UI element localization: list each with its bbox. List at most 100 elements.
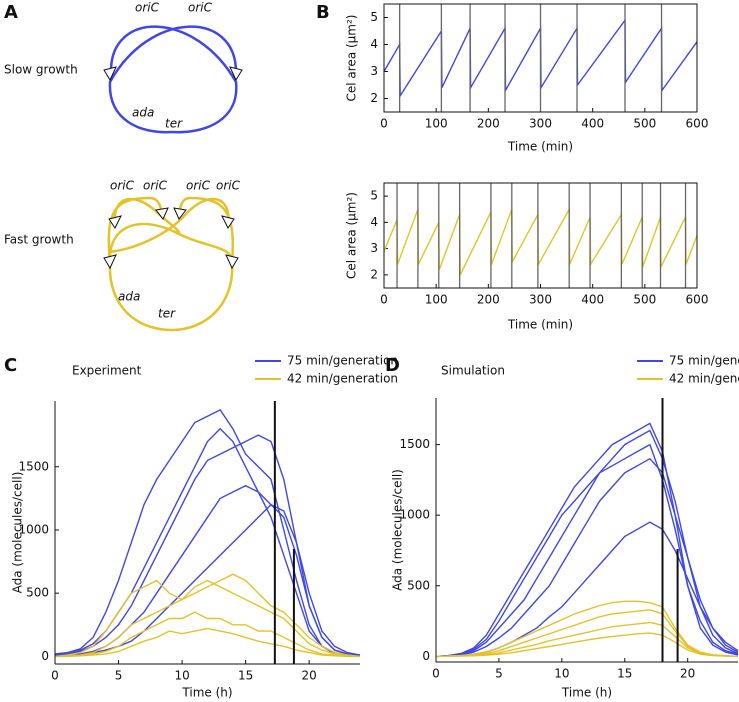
data-line [435, 600, 739, 658]
x-tick-label: 500 [633, 293, 656, 307]
data-line [55, 627, 360, 658]
x-tick-label: 0 [380, 117, 388, 131]
y-tick-label: 1000 [18, 522, 49, 536]
x-axis-label: Time (h) [181, 686, 232, 700]
diagram-label: oriC [143, 179, 168, 193]
y-tick-label: 2 [370, 267, 378, 281]
x-tick-label: 400 [581, 293, 604, 307]
diagram-label: Slow growth [4, 63, 78, 77]
x-tick-label: 0 [380, 293, 388, 307]
data-line [54, 409, 361, 657]
data-line [54, 579, 361, 658]
diagram-label: oriC [135, 1, 160, 15]
y-axis-label: Ada (molecules/cell) [391, 469, 405, 591]
fork [221, 215, 235, 229]
diagram-label: ada [132, 106, 154, 120]
x-tick-label: 20 [680, 667, 695, 681]
x-tick-label: 15 [617, 667, 632, 681]
x-tick-label: 400 [581, 117, 604, 131]
panel-letter: D [385, 355, 400, 376]
data-line [435, 457, 739, 658]
y-tick-label: 500 [26, 586, 49, 600]
arm [109, 25, 238, 134]
y-axis-label: Ada (molecules/cell) [11, 472, 25, 594]
x-tick-label: 200 [477, 293, 500, 307]
data-line [54, 573, 361, 658]
y-tick-label: 0 [41, 649, 49, 663]
legend-label: 75 min/generation [669, 354, 739, 368]
x-tick-label: 600 [686, 293, 709, 307]
diagram-label: ada [118, 290, 140, 304]
data-line [54, 484, 361, 658]
legend-label: 75 min/generation [287, 354, 398, 368]
arm [108, 25, 238, 134]
y-tick-label: 0 [422, 649, 430, 663]
x-axis-label: Time (min) [507, 140, 573, 154]
diagram-label: ter [158, 307, 176, 321]
diagram-label: ter [165, 117, 183, 131]
diagram-label: oriC [188, 1, 213, 15]
legend-label: 42 min/generation [287, 372, 398, 386]
x-tick-label: 15 [238, 669, 253, 683]
x-axis-label: Time (h) [561, 686, 612, 700]
data-line [435, 632, 739, 658]
diagram-label: Fast growth [4, 233, 74, 247]
fork [155, 207, 169, 220]
x-tick-label: 200 [477, 117, 500, 131]
y-tick-label: 5 [370, 189, 378, 203]
plot-frame [383, 182, 698, 289]
fork [103, 66, 117, 82]
y-tick-label: 1000 [399, 508, 430, 522]
y-tick-label: 2 [370, 91, 378, 105]
y-tick-label: 500 [407, 578, 430, 592]
plot-frame [383, 3, 698, 113]
data-line [435, 609, 739, 658]
chart-title: Experiment [72, 364, 142, 378]
x-tick-label: 5 [495, 667, 503, 681]
fork [103, 254, 117, 270]
legend-label: 42 min/generation [669, 372, 739, 386]
x-tick-label: 100 [425, 293, 448, 307]
fork [229, 66, 243, 82]
fork [173, 207, 187, 220]
panel-letter: C [4, 355, 17, 376]
y-tick-label: 1500 [399, 437, 430, 451]
fork [225, 254, 239, 270]
y-tick-label: 3 [370, 241, 378, 255]
data-line [54, 503, 361, 657]
y-tick-label: 3 [370, 64, 378, 78]
x-tick-label: 100 [425, 117, 448, 131]
x-tick-label: 10 [174, 669, 189, 683]
y-tick-label: 4 [370, 215, 378, 229]
y-axis-label: Cel area (μm²) [345, 15, 359, 102]
x-tick-label: 20 [302, 669, 317, 683]
data-line [435, 429, 739, 658]
x-tick-label: 10 [554, 667, 569, 681]
data-line [435, 443, 739, 658]
x-tick-label: 600 [686, 117, 709, 131]
panel-letter: B [316, 2, 330, 23]
x-axis-label: Time (min) [507, 318, 573, 332]
x-tick-label: 0 [432, 667, 440, 681]
x-tick-label: 300 [529, 117, 552, 131]
diagram-label: oriC [110, 179, 135, 193]
data-line [435, 521, 739, 658]
fork [108, 215, 122, 229]
chart-title: Simulation [441, 364, 505, 378]
y-tick-label: 1500 [18, 459, 49, 473]
diagram-label: oriC [216, 179, 241, 193]
arm [109, 197, 230, 254]
data-line [54, 611, 361, 658]
x-tick-label: 0 [51, 669, 59, 683]
slow-chromosome [108, 25, 238, 134]
y-axis-label: Cel area (μm²) [345, 192, 359, 279]
data-line [383, 206, 698, 276]
diagram-label: oriC [186, 179, 211, 193]
x-tick-label: 5 [115, 669, 123, 683]
x-tick-label: 500 [633, 117, 656, 131]
y-tick-label: 5 [370, 10, 378, 24]
x-tick-label: 300 [529, 293, 552, 307]
data-line [383, 18, 698, 99]
y-tick-label: 4 [370, 37, 378, 51]
